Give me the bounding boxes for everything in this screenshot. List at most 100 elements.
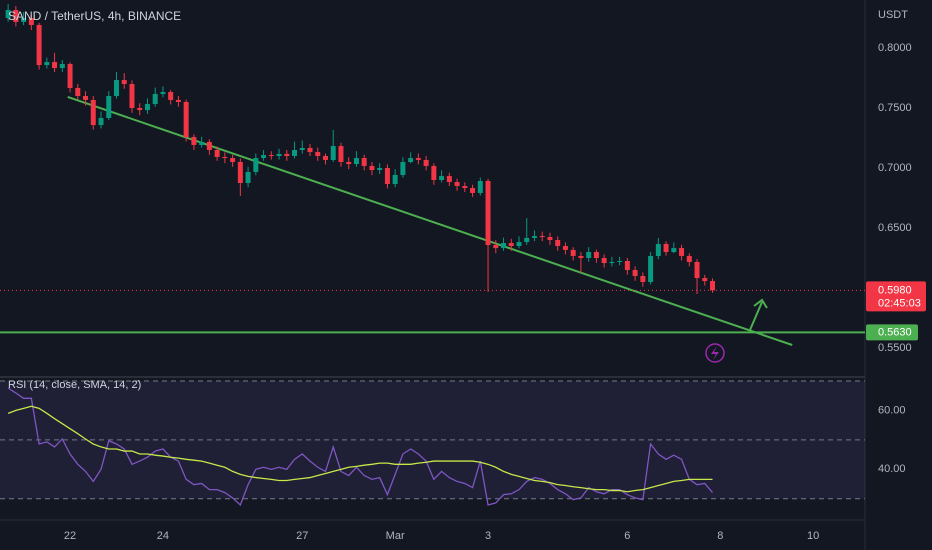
candle-body bbox=[129, 84, 135, 108]
y-tick-label: 0.7000 bbox=[878, 162, 912, 174]
candle-body bbox=[493, 245, 499, 249]
candle-body bbox=[5, 9, 11, 18]
candle-body bbox=[408, 158, 414, 162]
event-icon-bolt bbox=[711, 346, 719, 360]
candle-body bbox=[36, 24, 42, 66]
candle-body bbox=[632, 270, 638, 276]
candle-body bbox=[710, 281, 716, 291]
candle-body bbox=[330, 146, 336, 160]
candle-body bbox=[508, 243, 514, 246]
candle-body bbox=[531, 236, 537, 238]
event-icon[interactable] bbox=[705, 343, 725, 363]
candle-body bbox=[671, 248, 677, 252]
candle-body bbox=[338, 146, 344, 162]
candle-body bbox=[702, 278, 708, 282]
candle-body bbox=[230, 158, 236, 162]
rsi-ma-line bbox=[7, 405, 713, 493]
candle-body bbox=[439, 176, 445, 180]
candle-body bbox=[67, 63, 73, 88]
y-tick-label: 0.8000 bbox=[878, 42, 912, 54]
candle-body bbox=[346, 162, 352, 165]
candle-body bbox=[292, 150, 298, 156]
candle-body bbox=[261, 155, 267, 159]
candle-body bbox=[253, 158, 259, 172]
candle-body bbox=[152, 93, 158, 105]
last-price-label-bg bbox=[866, 281, 926, 312]
candle-body bbox=[539, 236, 545, 238]
x-tick-label: 10 bbox=[807, 530, 819, 542]
candle-body bbox=[121, 80, 127, 84]
candle-body bbox=[663, 243, 669, 252]
candle-body bbox=[470, 188, 476, 193]
candle-body bbox=[237, 162, 243, 183]
candle-body bbox=[199, 141, 205, 145]
candle-body bbox=[679, 248, 685, 256]
indicator-title: RSI (14, close, SMA, 14, 2) bbox=[8, 379, 141, 391]
candle-body bbox=[640, 276, 646, 282]
candle-body bbox=[384, 168, 390, 184]
last-price-label: 0.5980 bbox=[878, 284, 912, 296]
candle-body bbox=[377, 168, 383, 171]
candle-body bbox=[284, 153, 290, 156]
trendline bbox=[67, 96, 793, 346]
candle-body bbox=[617, 261, 623, 262]
candle-body bbox=[400, 162, 406, 175]
candle-body bbox=[206, 141, 212, 150]
candle-body bbox=[477, 180, 483, 193]
candle-body bbox=[191, 137, 197, 145]
candle-body bbox=[485, 180, 491, 246]
y-tick-label: 40.00 bbox=[878, 463, 906, 475]
candle-body bbox=[361, 158, 367, 166]
candle-body bbox=[59, 63, 65, 69]
candle-body bbox=[431, 165, 437, 180]
candle-body bbox=[322, 156, 328, 160]
candle-body bbox=[446, 176, 452, 183]
candle-body bbox=[648, 255, 654, 282]
candle-body bbox=[168, 92, 174, 100]
candle-body bbox=[562, 246, 568, 250]
x-tick-label: 22 bbox=[64, 530, 76, 542]
candle-body bbox=[547, 237, 553, 240]
candle-body bbox=[586, 252, 592, 258]
candle-body bbox=[21, 18, 27, 22]
candle-body bbox=[214, 150, 220, 157]
candle-body bbox=[555, 240, 561, 246]
symbol-title: SAND / TetherUS, 4h, BINANCE bbox=[8, 9, 181, 23]
candle-body bbox=[75, 87, 81, 96]
candle-body bbox=[516, 242, 522, 246]
candle-body bbox=[624, 261, 630, 270]
currency: USDT bbox=[878, 9, 908, 21]
candle-body bbox=[222, 156, 228, 159]
y-tick-label: 0.5500 bbox=[878, 342, 912, 354]
candle-body bbox=[462, 186, 468, 189]
candle-body bbox=[686, 255, 692, 262]
candle-body bbox=[175, 99, 181, 102]
candle-body bbox=[601, 258, 607, 264]
arrow bbox=[749, 298, 768, 331]
candle-body bbox=[299, 147, 305, 150]
candle-body bbox=[369, 165, 375, 171]
x-tick-label: Mar bbox=[386, 530, 405, 542]
candle-body bbox=[655, 243, 661, 256]
y-tick-label: 60.00 bbox=[878, 404, 906, 416]
candle-body bbox=[353, 158, 359, 165]
candle-body bbox=[160, 92, 166, 94]
candle-body bbox=[315, 152, 321, 156]
candle-body bbox=[44, 62, 50, 66]
candle-body bbox=[609, 261, 615, 264]
candle-body bbox=[183, 102, 189, 138]
candle-body bbox=[524, 237, 530, 243]
candle-body bbox=[593, 252, 599, 258]
candle-body bbox=[113, 80, 119, 96]
support-label: 0.5630 bbox=[878, 326, 912, 338]
candle-body bbox=[570, 249, 576, 256]
y-tick-label: 0.6500 bbox=[878, 222, 912, 234]
candle-body bbox=[694, 261, 700, 279]
marks bbox=[0, 3, 865, 507]
x-tick-label: 8 bbox=[717, 530, 723, 542]
y-tick-label: 0.7500 bbox=[878, 102, 912, 114]
x-tick-label: 6 bbox=[624, 530, 630, 542]
candle-body bbox=[415, 158, 421, 160]
candle-body bbox=[454, 182, 460, 186]
